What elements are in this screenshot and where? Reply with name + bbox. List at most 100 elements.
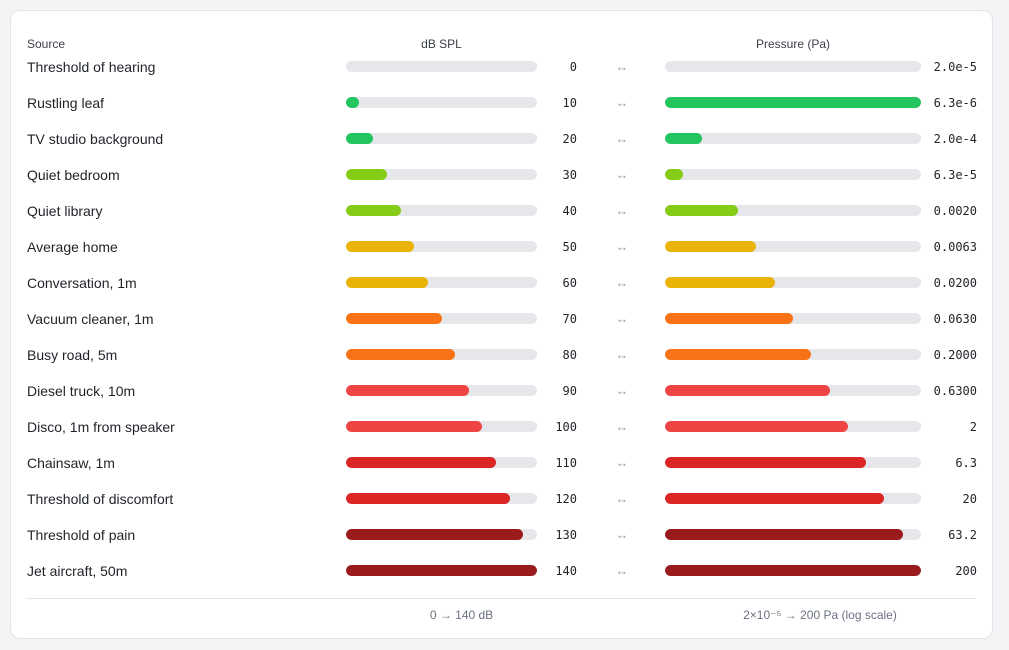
pressure-bar-fill bbox=[665, 205, 738, 216]
table-row: Chainsaw, 1m 110 ↔ 6.3 bbox=[11, 445, 994, 481]
pressure-value: 0.0020 bbox=[933, 204, 977, 218]
pressure-bar-fill bbox=[665, 133, 702, 144]
db-value: 70 bbox=[562, 312, 577, 326]
pressure-bar-track bbox=[665, 133, 921, 144]
db-bar-fill bbox=[346, 133, 373, 144]
db-bar-track bbox=[346, 529, 537, 540]
pressure-bar-fill bbox=[665, 349, 811, 360]
db-bar-track bbox=[346, 169, 537, 180]
db-value: 140 bbox=[555, 564, 577, 578]
pressure-bar-track bbox=[665, 313, 921, 324]
db-value: 90 bbox=[562, 384, 577, 398]
source-label: TV studio background bbox=[27, 131, 164, 147]
pressure-bar-track bbox=[665, 241, 921, 252]
table-row: Busy road, 5m 80 ↔ 0.2000 bbox=[11, 337, 994, 373]
db-bar-fill bbox=[346, 169, 387, 180]
pressure-bar-fill bbox=[665, 313, 793, 324]
db-bar-track bbox=[346, 421, 537, 432]
column-header-pressure: Pressure (Pa) bbox=[755, 37, 831, 51]
pressure-bar-track bbox=[665, 493, 921, 504]
db-bar-fill bbox=[346, 493, 510, 504]
table-row: Jet aircraft, 50m 140 ↔ 200 bbox=[11, 553, 994, 589]
pressure-bar-track bbox=[665, 529, 921, 540]
db-bar-fill bbox=[346, 529, 523, 540]
pressure-bar-track bbox=[665, 421, 921, 432]
source-label: Average home bbox=[27, 239, 118, 255]
pressure-bar-fill bbox=[665, 565, 921, 576]
db-bar-track bbox=[346, 97, 537, 108]
db-bar-track bbox=[346, 565, 537, 576]
db-bar-fill bbox=[346, 241, 414, 252]
db-value: 100 bbox=[555, 420, 577, 434]
table-row: Diesel truck, 10m 90 ↔ 0.6300 bbox=[11, 373, 994, 409]
pressure-bar-fill bbox=[665, 277, 775, 288]
db-bar-fill bbox=[346, 277, 428, 288]
table-row: Threshold of hearing 0 ↔ 2.0e-5 bbox=[11, 49, 994, 85]
table-row: Rustling leaf 10 ↔ 6.3e-6 bbox=[11, 85, 994, 121]
conversion-arrow-icon: ↔ bbox=[615, 275, 629, 290]
pressure-bar-track bbox=[665, 169, 921, 180]
table-row: Threshold of discomfort 120 ↔ 20 bbox=[11, 481, 994, 517]
db-bar-track bbox=[346, 241, 537, 252]
pressure-value: 63.2 bbox=[948, 528, 977, 542]
pressure-bar-fill bbox=[665, 421, 848, 432]
pressure-value: 0.0630 bbox=[933, 312, 977, 326]
conversion-arrow-icon: ↔ bbox=[615, 491, 629, 506]
conversion-arrow-icon: ↔ bbox=[615, 455, 629, 470]
db-bar-track bbox=[346, 493, 537, 504]
db-bar-fill bbox=[346, 313, 442, 324]
pressure-value: 0.0200 bbox=[933, 276, 977, 290]
pressure-bar-track bbox=[665, 277, 921, 288]
source-label: Busy road, 5m bbox=[27, 347, 118, 363]
source-label: Threshold of pain bbox=[27, 527, 136, 543]
conversion-arrow-icon: ↔ bbox=[615, 131, 629, 146]
pressure-bar-track bbox=[665, 97, 921, 108]
conversion-arrow-icon: ↔ bbox=[615, 311, 629, 326]
pressure-bar-fill bbox=[665, 385, 830, 396]
table-row: Quiet bedroom 30 ↔ 6.3e-5 bbox=[11, 157, 994, 193]
table-row: Threshold of pain 130 ↔ 63.2 bbox=[11, 517, 994, 553]
db-bar-track bbox=[346, 277, 537, 288]
conversion-arrow-icon: ↔ bbox=[615, 419, 629, 434]
source-label: Rustling leaf bbox=[27, 95, 105, 111]
pressure-bar-fill bbox=[665, 97, 921, 108]
pressure-value: 6.3e-6 bbox=[933, 96, 977, 110]
db-bar-track bbox=[346, 313, 537, 324]
db-value: 60 bbox=[562, 276, 577, 290]
pressure-bar-track bbox=[665, 457, 921, 468]
db-value: 130 bbox=[555, 528, 577, 542]
db-bar-fill bbox=[346, 205, 401, 216]
source-label: Threshold of hearing bbox=[27, 59, 156, 75]
conversion-arrow-icon: ↔ bbox=[615, 527, 629, 542]
db-bar-fill bbox=[346, 97, 359, 108]
source-label: Jet aircraft, 50m bbox=[27, 563, 128, 579]
db-value: 20 bbox=[562, 132, 577, 146]
pressure-value: 0.6300 bbox=[933, 384, 977, 398]
db-range-caption: 0 → 140 dB bbox=[429, 608, 494, 622]
pressure-bar-track bbox=[665, 205, 921, 216]
conversion-arrow-icon: ↔ bbox=[615, 383, 629, 398]
footer-divider bbox=[27, 598, 976, 599]
pressure-bar-fill bbox=[665, 493, 884, 504]
pressure-bar-track bbox=[665, 565, 921, 576]
table-row: TV studio background 20 ↔ 2.0e-4 bbox=[11, 121, 994, 157]
db-value: 10 bbox=[562, 96, 577, 110]
db-bar-fill bbox=[346, 457, 496, 468]
pressure-value: 2.0e-5 bbox=[933, 60, 977, 74]
pressure-bar-track bbox=[665, 385, 921, 396]
source-label: Quiet library bbox=[27, 203, 103, 219]
pressure-bar-track bbox=[665, 61, 921, 72]
db-bar-track bbox=[346, 385, 537, 396]
pressure-bar-fill bbox=[665, 529, 903, 540]
pressure-range-caption: 2×10⁻⁵ → 200 Pa (log scale) bbox=[743, 608, 897, 622]
table-row: Vacuum cleaner, 1m 70 ↔ 0.0630 bbox=[11, 301, 994, 337]
db-value: 80 bbox=[562, 348, 577, 362]
db-value: 50 bbox=[562, 240, 577, 254]
pressure-value: 0.0063 bbox=[933, 240, 977, 254]
pressure-value: 2.0e-4 bbox=[933, 132, 977, 146]
conversion-arrow-icon: ↔ bbox=[615, 203, 629, 218]
db-value: 30 bbox=[562, 168, 577, 182]
db-bar-track bbox=[346, 205, 537, 216]
db-value: 110 bbox=[555, 456, 577, 470]
db-bar-track bbox=[346, 61, 537, 72]
